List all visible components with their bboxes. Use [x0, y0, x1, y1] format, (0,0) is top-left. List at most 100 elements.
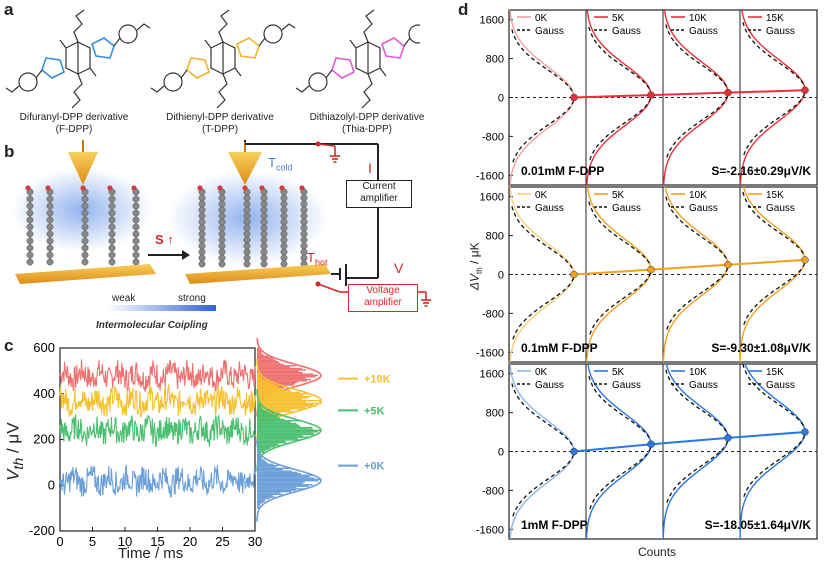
molecule-atom [243, 236, 251, 244]
molecule-atom [198, 242, 206, 250]
histogram-bar [257, 404, 261, 407]
molecule-atom [280, 194, 288, 202]
histogram-bar [257, 390, 291, 392]
histogram-bar [257, 363, 284, 366]
legend-label: +15K [364, 338, 391, 340]
t-hot-label: Thot [307, 250, 327, 268]
coupling-gradient-bar [108, 305, 216, 311]
molecule-atom [132, 251, 140, 259]
histogram-bar [257, 488, 306, 490]
panel-b-letter: b [4, 142, 15, 161]
histogram-bar [257, 351, 262, 353]
seebeck-label: S=-9.30±1.08μV/K [711, 341, 811, 355]
peak-marker [724, 88, 732, 97]
molecule-atom [198, 254, 206, 262]
molecule-name: Dithienyl-DPP derivative [166, 112, 274, 123]
molecule-atom [280, 218, 288, 226]
molecule-atom [26, 258, 34, 266]
histogram-bar [257, 395, 312, 398]
molecule-atom [198, 248, 206, 256]
molecule-atom [46, 244, 54, 252]
peak-trend-line [573, 89, 806, 99]
legend-label: +0K [364, 461, 385, 473]
oxygen-atom [242, 185, 248, 191]
molecule-atom [218, 212, 226, 220]
panel-a-letter: a [4, 0, 14, 19]
molecule-atom [46, 230, 54, 238]
histogram-bar [257, 495, 273, 497]
histogram-bar [257, 490, 292, 493]
histogram-bar [257, 359, 276, 362]
molecule-name: Difuranyl-DPP derivative [19, 112, 129, 123]
molecule-skeleton [295, 9, 420, 109]
voltage-amplifier: Voltage amplifier [348, 284, 418, 312]
histogram-bar [257, 374, 318, 377]
histogram-bar [257, 478, 322, 481]
histogram-bar [257, 420, 300, 422]
legend-label: 10K [689, 13, 707, 24]
histogram-bar [257, 452, 261, 455]
oxygen-atom [45, 185, 51, 191]
histogram-bar [257, 425, 301, 427]
histogram-row: -1600 -800 0 800 1600 0K Gauss 5K Gauss 10K Gauss 1… [476, 9, 818, 186]
legend-label: Gauss [612, 26, 641, 37]
legend-label: Gauss [766, 203, 795, 214]
gaussian-fit-curve [665, 196, 729, 332]
histogram-bar [257, 406, 262, 408]
heteroaryl-ring [331, 57, 355, 79]
gaussian-fit-curve [588, 201, 652, 337]
histogram-bar [257, 379, 266, 381]
histogram-bar [257, 464, 279, 467]
t-hot-subscript: hot [314, 257, 328, 268]
histogram-bar [257, 433, 315, 436]
molecule-atom [46, 223, 54, 231]
molecule-atom [300, 200, 308, 208]
molecule-atom [108, 195, 116, 203]
histogram-bar [257, 347, 259, 349]
time-trace-line [59, 359, 256, 393]
gaussian-fit-curve [256, 439, 322, 522]
molecule-atom [81, 223, 89, 231]
histogram-bar [257, 414, 279, 416]
molecule-atom [132, 209, 140, 217]
legend-label: Gauss [766, 380, 795, 391]
histogram-bar [257, 463, 274, 465]
histogram-bar [257, 409, 264, 411]
gaussian-fit-curve [511, 29, 575, 164]
histogram-bar [257, 440, 286, 443]
molecule-atom [26, 195, 34, 203]
voltage-amplifier-line1: Voltage [366, 285, 400, 296]
molecule-atom [26, 202, 34, 210]
gaussian-fit-curve [511, 206, 575, 341]
gaussian-fit-curve [665, 24, 729, 160]
molecule-atom [260, 248, 268, 256]
molecule-atom [280, 200, 288, 208]
oxygen-atom [259, 185, 265, 191]
time-trace-line [59, 384, 256, 418]
ylabel-unit: / μK [467, 242, 482, 268]
legend-label: Gauss [766, 26, 795, 37]
molecule-atom [280, 206, 288, 214]
coupling-strong-label: strong [178, 293, 206, 304]
histogram-bar [257, 442, 287, 444]
heteroaryl-ring [381, 37, 405, 59]
histogram-bar [257, 366, 290, 368]
ground-switches [317, 143, 431, 307]
peak-marker [647, 440, 655, 448]
histogram-curve [739, 186, 806, 363]
legend-label: Gauss [612, 203, 641, 214]
molecule-abbr: (T-DPP) [201, 124, 239, 135]
legend-label: 15K [766, 367, 784, 378]
histogram-bar [257, 382, 272, 384]
coupling-caption: Intermolecular Coipling [96, 320, 208, 331]
x-tick-label: 0 [56, 534, 63, 549]
molecule-atom [26, 230, 34, 238]
histogram-bar [257, 477, 315, 479]
seebeck-increase-label: S ↑ [155, 232, 174, 247]
molecule-label-t-dpp: Dithienyl-DPP derivative (T-DPP) [150, 112, 290, 136]
histogram-bar [257, 447, 271, 449]
histogram-bar [257, 471, 298, 474]
histogram-bar [257, 376, 262, 378]
histogram-bar [257, 380, 307, 382]
